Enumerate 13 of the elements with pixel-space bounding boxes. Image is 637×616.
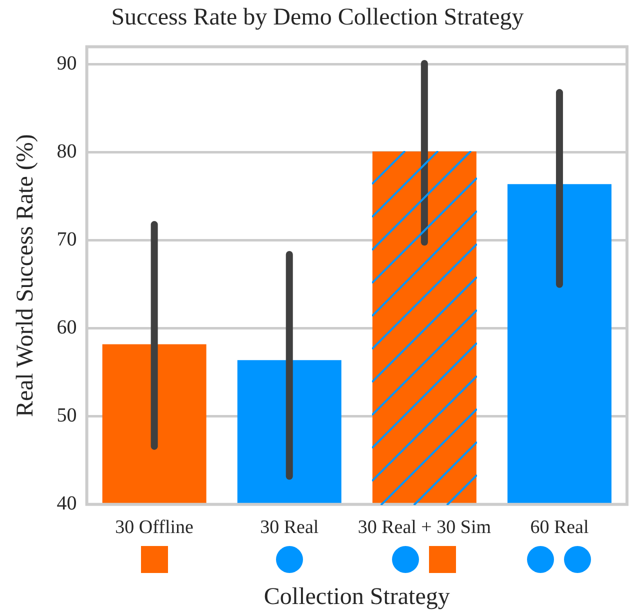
x-tick-label: 30 Offline — [115, 516, 194, 538]
y-tick-label: 70 — [56, 228, 77, 251]
chart-title: Success Rate by Demo Collection Strategy — [111, 4, 524, 31]
y-tick-label: 60 — [56, 316, 77, 339]
x-tick-label: 30 Real — [260, 516, 319, 538]
y-tick-label: 50 — [56, 404, 77, 427]
x-tick-label: 60 Real — [530, 516, 589, 538]
y-axis-title: Real World Success Rate (%) — [12, 134, 39, 418]
x-tick-label: 30 Real + 30 Sim — [358, 516, 492, 538]
y-tick-label: 40 — [56, 492, 77, 515]
y-tick-label: 80 — [56, 140, 77, 163]
x-axis-title: Collection Strategy — [264, 584, 450, 610]
y-tick-label: 90 — [56, 52, 77, 75]
